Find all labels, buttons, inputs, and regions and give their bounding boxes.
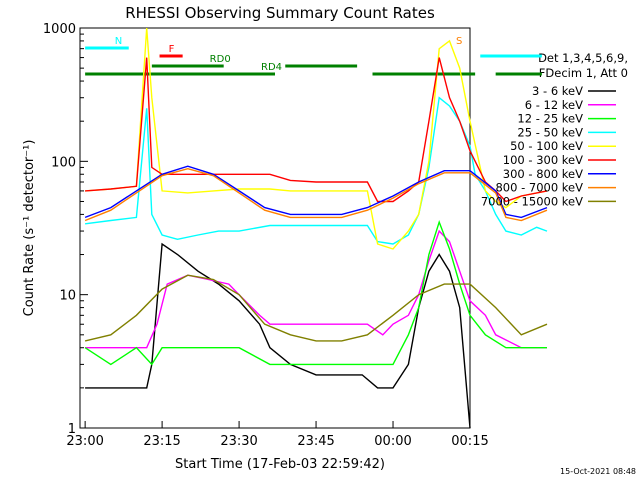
y-tick-label-1: 10	[59, 289, 76, 304]
series-line-2	[84, 219, 547, 366]
series-line-7	[84, 167, 548, 222]
legend-label-6: 300 - 800 keV	[503, 167, 583, 181]
axis-ticks: 23:00 23:15 23:30 23:45 00:00 00:15 1 10 100 1000	[43, 22, 489, 449]
x-tick-label-2: 23:30	[220, 434, 257, 449]
x-axis-label: Start Time (17-Feb-03 22:59:42)	[175, 457, 385, 472]
chart-title: RHESSI Observing Summary Count Rates	[125, 4, 435, 22]
flag-label-8: S	[456, 36, 462, 47]
series-line-4	[85, 27, 548, 250]
series-line-1	[85, 229, 547, 349]
x-tick-label-3: 23:45	[297, 434, 334, 449]
flag-label-2: RD0	[210, 54, 231, 65]
series-line-8	[84, 274, 548, 342]
y-tick-label-3: 1000	[43, 22, 76, 37]
legend-label-3: 25 - 50 keV	[517, 125, 583, 139]
series-lines	[84, 27, 548, 429]
plot-frame	[79, 27, 471, 429]
x-tick-label-1: 23:15	[143, 434, 180, 449]
legend-label-0: 3 - 6 keV	[532, 84, 583, 98]
flag-label-3: RD4	[261, 62, 282, 73]
x-tick-label-5: 00:15	[451, 434, 488, 449]
legend-label-7: 800 - 7000 keV	[495, 181, 583, 195]
y-tick-label-2: 100	[51, 155, 76, 170]
x-tick-label-0: 23:00	[66, 434, 103, 449]
legend-header-line-1: Det 1,3,4,5,6,9,	[538, 51, 628, 65]
series-line-5	[85, 57, 548, 203]
legend-label-8: 7000 - 15000 keV	[481, 194, 583, 208]
state-flags: N F RD0 RD4 S	[85, 36, 542, 76]
series-line-0	[85, 242, 471, 429]
flag-label-1: F	[169, 44, 175, 55]
flag-label-0: N	[115, 36, 122, 47]
y-tick-label-0: 1	[68, 422, 76, 437]
legend-label-4: 50 - 100 keV	[510, 139, 583, 153]
footer-timestamp: 15-Oct-2021 08:48	[560, 467, 636, 476]
legend-label-1: 6 - 12 keV	[525, 98, 583, 112]
legend-header-line-2: FDecim 1, Att 0	[539, 66, 628, 80]
y-axis-label: Count Rate (s⁻¹ detector⁻¹)	[22, 140, 37, 317]
legend-label-2: 12 - 25 keV	[517, 112, 583, 126]
x-tick-label-4: 00:00	[374, 434, 411, 449]
legend-label-5: 100 - 300 keV	[503, 153, 583, 167]
series-line-6	[84, 165, 548, 219]
